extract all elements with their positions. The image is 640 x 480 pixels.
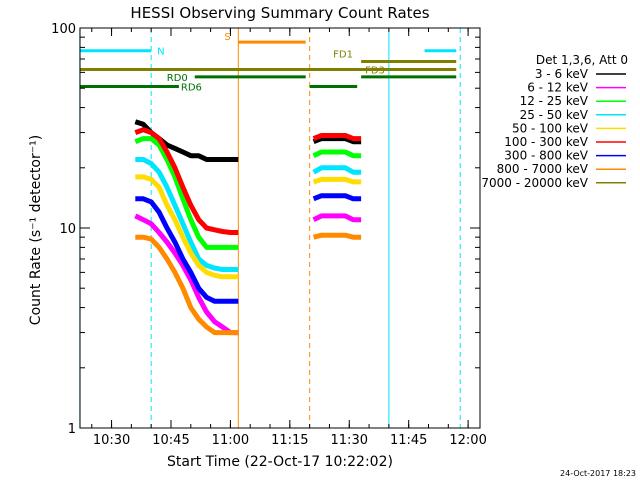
flag-label: FD3 bbox=[365, 66, 385, 77]
x-tick-label: 10:30 bbox=[93, 433, 130, 448]
y-axis: 1 10 100 bbox=[51, 22, 480, 437]
footer-date: 24-Oct-2017 18:23 bbox=[560, 469, 636, 478]
flag-label: N bbox=[157, 47, 164, 58]
y-tick-label: 10 bbox=[59, 222, 76, 237]
series-line bbox=[134, 127, 362, 235]
x-axis: 10:30 10:45 11:00 11:15 11:30 11:45 12:00 bbox=[91, 28, 487, 448]
legend-entry-label: 300 - 800 keV bbox=[504, 149, 588, 163]
y-axis-label: Count Rate (s⁻¹ detector⁻¹) bbox=[28, 135, 44, 325]
legend-entry-label: 50 - 100 keV bbox=[512, 121, 589, 135]
series-layer bbox=[134, 119, 362, 336]
series-line bbox=[135, 232, 362, 336]
flag-label: S bbox=[224, 32, 230, 43]
legend-entry-label: 12 - 25 keV bbox=[520, 94, 589, 108]
legend-entry-label: 7000 - 20000 keV bbox=[481, 176, 588, 190]
x-tick-label: 11:15 bbox=[271, 433, 308, 448]
y-tick-label: 1 bbox=[68, 422, 76, 437]
legend-title: Det 1,3,6, Att 0 bbox=[536, 53, 628, 67]
legend-entry-label: 25 - 50 keV bbox=[520, 108, 589, 122]
x-tick-label: 11:30 bbox=[331, 433, 368, 448]
y-tick-label: 100 bbox=[51, 22, 76, 37]
x-tick-label: 11:00 bbox=[212, 433, 249, 448]
series-line bbox=[134, 213, 362, 336]
series-line bbox=[135, 174, 362, 280]
flag-label: RD6 bbox=[181, 82, 202, 93]
series-line bbox=[135, 157, 362, 272]
series-line bbox=[134, 136, 362, 250]
flag-label: RD0 bbox=[167, 73, 188, 84]
legend-entry-label: 800 - 7000 keV bbox=[497, 162, 589, 176]
chart-title: HESSI Observing Summary Count Rates bbox=[130, 4, 429, 22]
x-tick-label: 10:45 bbox=[152, 433, 189, 448]
x-tick-label: 11:45 bbox=[390, 433, 427, 448]
x-tick-label: 12:00 bbox=[449, 433, 486, 448]
series-line bbox=[135, 193, 362, 304]
legend-entry-label: 3 - 6 keV bbox=[535, 67, 589, 81]
x-axis-label: Start Time (22-Oct-17 10:22:02) bbox=[167, 454, 393, 470]
legend-entry-label: 6 - 12 keV bbox=[527, 81, 589, 95]
flag-label: FD1 bbox=[333, 49, 353, 60]
legend-entry-label: 100 - 300 keV bbox=[504, 135, 588, 149]
